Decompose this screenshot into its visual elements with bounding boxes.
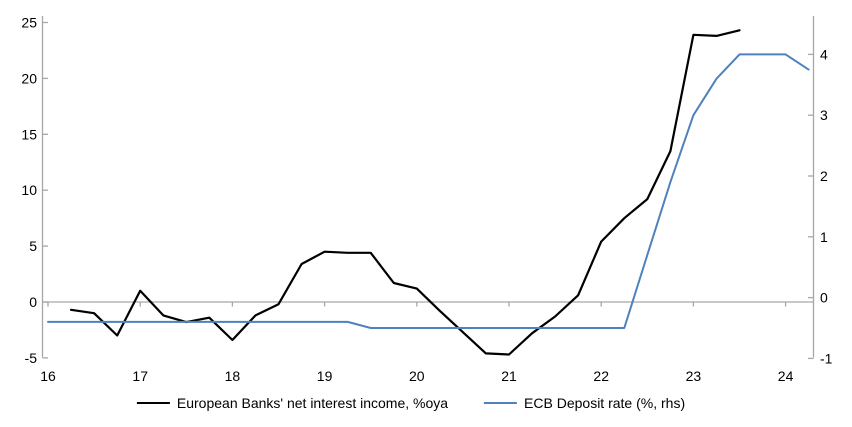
right-axis-label: 3	[820, 107, 828, 123]
series-line-ecb-deposit-rate	[47, 53, 810, 329]
x-axis-label: 19	[317, 368, 333, 384]
right-axis-label: 4	[820, 46, 828, 62]
chart-legend: European Banks' net interest income, %oy…	[136, 395, 685, 411]
legend-item-nii: European Banks' net interest income, %oy…	[136, 395, 449, 411]
legend-label-nii: European Banks' net interest income, %oy…	[176, 395, 449, 411]
x-axis-label: 17	[132, 368, 148, 384]
left-axis-label: 5	[29, 238, 37, 254]
left-axis-label: 10	[21, 182, 37, 198]
x-axis-label: 16	[40, 368, 56, 384]
right-axis-label: 1	[820, 229, 828, 245]
right-axis-label: 2	[820, 168, 828, 184]
x-axis-label: 22	[593, 368, 609, 384]
x-axis-label: 21	[501, 368, 517, 384]
series-line-european-banks-nii	[69, 29, 741, 356]
left-axis-label: 0	[29, 294, 37, 310]
left-axis-label: 20	[21, 70, 37, 86]
left-axis-label: -5	[25, 350, 38, 366]
legend-item-ecb: ECB Deposit rate (%, rhs)	[484, 395, 685, 411]
legend-label-ecb: ECB Deposit rate (%, rhs)	[524, 395, 686, 411]
right-axis-label: 0	[820, 290, 828, 306]
x-axis-label: 18	[225, 368, 241, 384]
x-axis-label: 24	[778, 368, 794, 384]
right-axis-label: -1	[820, 350, 833, 366]
left-axis-label: 25	[21, 15, 37, 31]
left-axis-label: 15	[21, 126, 37, 142]
ecb-line-swatch	[484, 402, 518, 404]
x-axis-label: 20	[409, 368, 425, 384]
nii-line-swatch	[136, 402, 170, 404]
x-axis-label: 23	[686, 368, 702, 384]
